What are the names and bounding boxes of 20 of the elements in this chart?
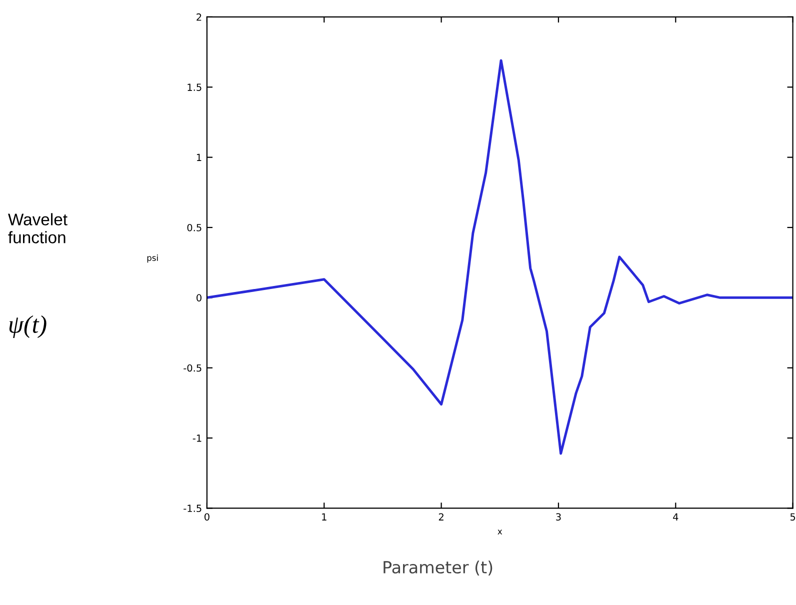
- x-tick-label: 1: [322, 513, 326, 520]
- x-tick-label: 5: [790, 513, 796, 521]
- x-tick-label: 3: [556, 513, 561, 521]
- y-tick-label: 1.5: [188, 84, 202, 91]
- y-tick-label: 0: [196, 294, 202, 302]
- y-tick-label: 1: [196, 154, 202, 161]
- y-tick-label: -0.5: [184, 364, 202, 372]
- y-tick-label: 2: [196, 13, 202, 21]
- text: Wavelet function: [8, 213, 68, 244]
- y-tick-label: 0.5: [187, 224, 202, 232]
- y-tick-label: -1.5: [184, 504, 202, 512]
- y-axis-title: psi: [147, 254, 158, 263]
- line-series: [206, 59, 793, 455]
- x-tick-label: 0: [204, 513, 210, 521]
- y-tick-label: -1: [192, 434, 202, 442]
- text: Parameter (t): [384, 560, 492, 576]
- x-tick-label: 2: [438, 513, 444, 520]
- text: ψ(t): [9, 315, 46, 338]
- x-tick-label: 4: [673, 513, 678, 520]
- x-axis-title: x: [498, 530, 502, 534]
